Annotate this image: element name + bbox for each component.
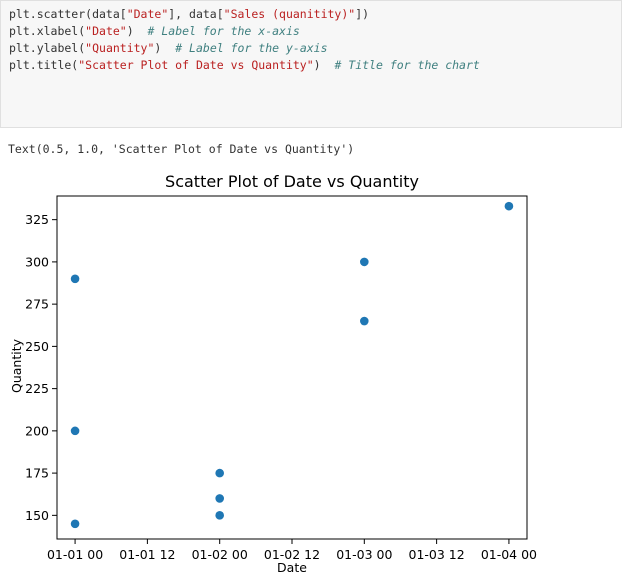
chart-svg: Scatter Plot of Date vs Quantity Quantit… [9, 172, 537, 575]
cell-output-text: Text(0.5, 1.0, 'Scatter Plot of Date vs … [8, 142, 355, 156]
scatter-point [360, 257, 369, 267]
plot-area-frame [56, 195, 528, 540]
code-editor[interactable]: plt.scatter(data["Date"], data["Sales (q… [9, 6, 480, 74]
code-string: "Date" [85, 24, 127, 38]
y-tick-label: 175 [25, 466, 49, 481]
x-tick-label: 01-03 00 [336, 547, 392, 562]
scatter-point [504, 201, 514, 211]
code-token: ) [126, 24, 148, 38]
code-token: ) [313, 58, 335, 72]
code-line: plt.title("Scatter Plot of Date vs Quant… [9, 58, 480, 72]
code-token: plt.xlabel( [9, 24, 86, 38]
code-comment: # Label for the x-axis [147, 24, 300, 38]
y-axis-label: Quantity [9, 338, 24, 393]
y-tick-label: 150 [25, 508, 49, 523]
chart-title: Scatter Plot of Date vs Quantity [165, 172, 419, 191]
x-tick-label: 01-02 12 [264, 547, 320, 562]
code-token: ], data[ [168, 7, 224, 21]
x-axis-label: Date [277, 560, 307, 575]
code-string: "Date" [126, 7, 169, 21]
y-tick-label: 200 [25, 423, 49, 438]
code-line: plt.scatter(data["Date"], data["Sales (q… [9, 7, 369, 21]
code-cell[interactable]: plt.scatter(data["Date"], data["Sales (q… [0, 0, 622, 128]
x-tick-label: 01-03 12 [409, 547, 465, 562]
y-tick-label: 325 [25, 212, 49, 227]
scatter-point [70, 519, 80, 529]
code-token: plt.scatter(data[ [9, 7, 127, 21]
code-comment: # Title for the chart [334, 58, 480, 72]
x-tick-label: 01-04 00 [481, 547, 537, 562]
code-token: plt.ylabel( [9, 41, 86, 55]
x-tick-label: 01-02 00 [192, 547, 248, 562]
scatter-point [215, 511, 224, 520]
y-tick-label: 275 [25, 297, 49, 312]
scatter-chart: Scatter Plot of Date vs Quantity Quantit… [0, 162, 560, 582]
code-token: plt.title( [9, 58, 79, 72]
code-string: "Scatter Plot of Date vs Quantity" [78, 58, 314, 72]
code-string: "Sales (quanitity)" [223, 7, 356, 21]
code-line: plt.ylabel("Quantity") # Label for the y… [9, 41, 328, 55]
scatter-point [70, 426, 80, 436]
x-tick-label: 01-01 12 [119, 547, 175, 562]
y-tick-label: 250 [25, 339, 49, 354]
x-tick-label: 01-01 00 [47, 547, 103, 562]
scatter-point [215, 494, 224, 503]
code-token: ]) [355, 7, 370, 21]
scatter-point [70, 274, 80, 284]
code-comment: # Label for the y-axis [175, 41, 328, 55]
code-line: plt.xlabel("Date") # Label for the x-axi… [9, 24, 300, 38]
scatter-point [215, 468, 224, 478]
code-token: ) [154, 41, 176, 55]
scatter-point [360, 316, 369, 326]
y-tick-label: 300 [25, 254, 49, 269]
code-string: "Quantity" [85, 41, 155, 55]
y-tick-label: 225 [25, 381, 49, 396]
